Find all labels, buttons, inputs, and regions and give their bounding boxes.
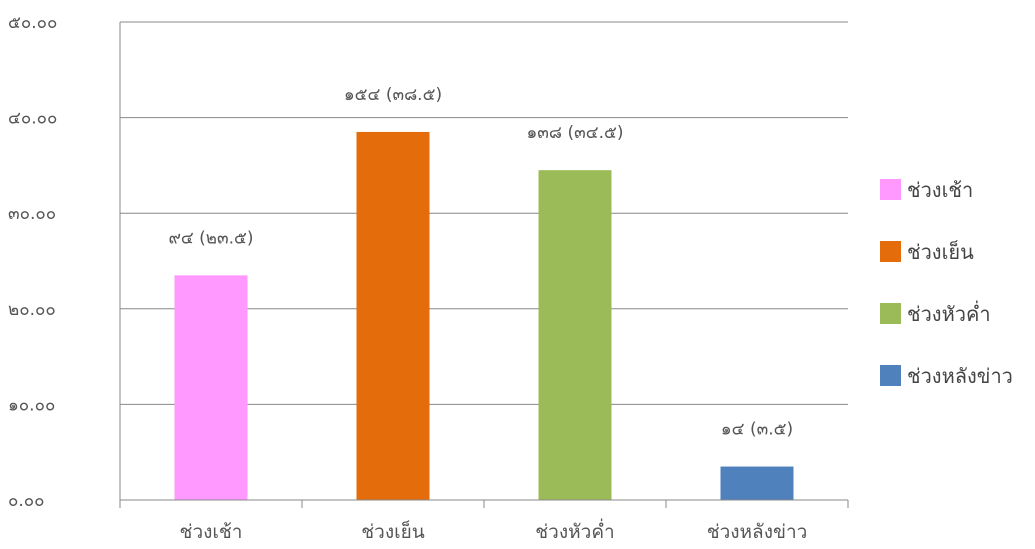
legend-label: ช่วงเช้า (907, 178, 973, 202)
data-label: ๑๕๔ (๓๘.๕) (344, 85, 442, 105)
y-tick-label: ๐.๐๐ (8, 491, 45, 511)
legend-swatch (880, 365, 901, 386)
legend-label: ช่วงหัวค่ำ (907, 300, 991, 326)
data-label: ๑๓๘ (๓๔.๕) (527, 123, 624, 143)
bar (174, 275, 248, 500)
legend-swatch (880, 241, 901, 262)
bar (538, 170, 612, 500)
bar (720, 466, 794, 500)
data-label: ๙๔ (๒๓.๕) (168, 228, 253, 248)
bars (174, 131, 794, 500)
data-label: ๑๔ (๓.๕) (721, 420, 793, 440)
x-tick-label: ช่วงเช้า (180, 521, 243, 543)
legend-swatch (880, 303, 901, 324)
legend: ช่วงเช้าช่วงเย็นช่วงหัวค่ำช่วงหลังข่าว (880, 178, 1013, 388)
x-tick-label: ช่วงหัวค่ำ (535, 518, 614, 543)
bar (356, 131, 430, 500)
y-tick-label: ๕๐.๐๐ (8, 13, 57, 33)
y-tick-label: ๒๐.๐๐ (8, 300, 56, 320)
y-axis-ticks: ๐.๐๐ ๑๐.๐๐ ๒๐.๐๐ ๓๐.๐๐ ๔๐.๐๐ ๕๐.๐๐ (8, 13, 57, 511)
legend-swatch (880, 179, 901, 200)
x-tick-label: ช่วงเย็น (361, 519, 424, 543)
y-tick-label: ๑๐.๐๐ (8, 395, 55, 415)
legend-label: ช่วงหลังข่าว (907, 364, 1013, 388)
x-tick-label: ช่วงหลังข่าว (707, 521, 808, 543)
legend-label: ช่วงเย็น (907, 239, 974, 264)
data-labels: ๙๔ (๒๓.๕) ๑๕๔ (๓๘.๕) ๑๓๘ (๓๔.๕) ๑๔ (๓.๕) (168, 85, 793, 440)
y-tick-label: ๔๐.๐๐ (8, 109, 57, 129)
x-axis: ช่วงเช้า ช่วงเย็น ช่วงหัวค่ำ ช่วงหลังข่าว (119, 22, 849, 543)
y-tick-label: ๓๐.๐๐ (8, 204, 56, 224)
